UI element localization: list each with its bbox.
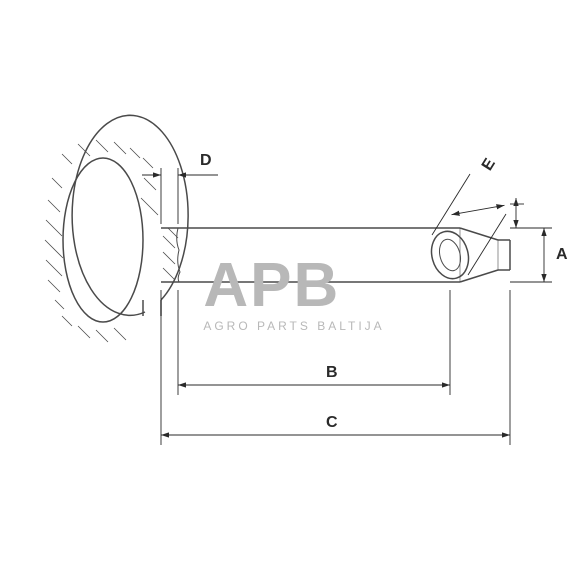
label-d: D	[200, 152, 212, 170]
label-c: C	[326, 414, 338, 432]
technical-drawing	[0, 0, 588, 588]
dimension-a	[510, 198, 552, 282]
pin-shaft	[161, 228, 510, 282]
label-b: B	[326, 364, 338, 382]
diagram-container: APB AGRO PARTS BALTIJA A B C D E	[0, 0, 588, 588]
dimension-b	[178, 290, 450, 395]
label-a: A	[556, 246, 568, 264]
dimension-d	[142, 168, 218, 224]
cross-hole	[426, 227, 473, 283]
